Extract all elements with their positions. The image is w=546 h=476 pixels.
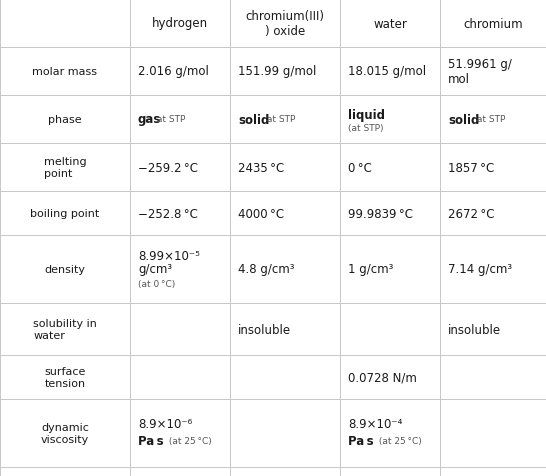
Bar bbox=[230, 0, 340, 48]
Text: at STP: at STP bbox=[474, 115, 506, 124]
Text: 7.14 g/cm³: 7.14 g/cm³ bbox=[448, 263, 512, 276]
Text: −259.2 °C: −259.2 °C bbox=[138, 161, 198, 174]
Bar bbox=[130, 303, 230, 355]
Text: chromium: chromium bbox=[463, 18, 523, 30]
Bar bbox=[230, 192, 340, 236]
Text: solubility in
water: solubility in water bbox=[33, 318, 97, 340]
Bar bbox=[440, 355, 546, 399]
Text: at STP: at STP bbox=[264, 115, 295, 124]
Bar bbox=[130, 0, 230, 48]
Text: melting
point: melting point bbox=[44, 157, 86, 178]
Bar bbox=[0, 236, 130, 303]
Text: −252.8 °C: −252.8 °C bbox=[138, 207, 198, 220]
Bar bbox=[130, 236, 230, 303]
Bar bbox=[440, 48, 546, 96]
Text: 1857 °C: 1857 °C bbox=[448, 161, 494, 174]
Text: (at 0 °C): (at 0 °C) bbox=[138, 279, 175, 288]
Bar bbox=[130, 48, 230, 96]
Text: dynamic
viscosity: dynamic viscosity bbox=[41, 422, 89, 444]
Text: liquid: liquid bbox=[348, 108, 385, 121]
Text: phase: phase bbox=[48, 115, 82, 125]
Text: surface
tension: surface tension bbox=[44, 367, 86, 388]
Bar bbox=[340, 399, 440, 467]
Bar bbox=[230, 236, 340, 303]
Bar bbox=[440, 0, 546, 48]
Text: 99.9839 °C: 99.9839 °C bbox=[348, 207, 413, 220]
Text: (at 25 °C): (at 25 °C) bbox=[376, 436, 422, 446]
Bar bbox=[340, 96, 440, 144]
Text: g/cm³: g/cm³ bbox=[138, 263, 172, 276]
Text: 0.0728 N/m: 0.0728 N/m bbox=[348, 371, 417, 384]
Bar bbox=[230, 355, 340, 399]
Bar bbox=[340, 0, 440, 48]
Bar bbox=[0, 0, 130, 48]
Text: density: density bbox=[45, 265, 86, 275]
Bar bbox=[440, 144, 546, 192]
Text: Pa s: Pa s bbox=[348, 435, 373, 447]
Bar bbox=[230, 399, 340, 467]
Bar bbox=[130, 96, 230, 144]
Bar bbox=[0, 399, 130, 467]
Bar bbox=[440, 192, 546, 236]
Bar bbox=[0, 48, 130, 96]
Text: (at STP): (at STP) bbox=[348, 123, 383, 132]
Bar bbox=[130, 355, 230, 399]
Text: insoluble: insoluble bbox=[238, 323, 291, 336]
Bar bbox=[230, 96, 340, 144]
Text: 2.016 g/mol: 2.016 g/mol bbox=[138, 65, 209, 79]
Bar bbox=[0, 192, 130, 236]
Text: at STP: at STP bbox=[153, 115, 185, 124]
Bar bbox=[340, 144, 440, 192]
Bar bbox=[230, 144, 340, 192]
Text: 2672 °C: 2672 °C bbox=[448, 207, 495, 220]
Text: solid: solid bbox=[238, 113, 269, 126]
Bar bbox=[0, 144, 130, 192]
Bar bbox=[340, 467, 440, 476]
Text: molar mass: molar mass bbox=[33, 67, 98, 77]
Bar bbox=[230, 48, 340, 96]
Bar bbox=[340, 192, 440, 236]
Text: 8.99×10⁻⁵: 8.99×10⁻⁵ bbox=[138, 249, 200, 262]
Bar bbox=[440, 303, 546, 355]
Bar bbox=[130, 399, 230, 467]
Text: 0 °C: 0 °C bbox=[348, 161, 372, 174]
Text: hydrogen: hydrogen bbox=[152, 18, 208, 30]
Bar bbox=[130, 144, 230, 192]
Bar bbox=[230, 467, 340, 476]
Text: solid: solid bbox=[448, 113, 479, 126]
Text: Pa s: Pa s bbox=[138, 435, 164, 447]
Bar bbox=[130, 467, 230, 476]
Text: 51.9961 g/
mol: 51.9961 g/ mol bbox=[448, 58, 512, 86]
Bar bbox=[0, 355, 130, 399]
Bar bbox=[440, 399, 546, 467]
Text: gas: gas bbox=[138, 113, 162, 126]
Text: boiling point: boiling point bbox=[31, 208, 99, 218]
Text: 8.9×10⁻⁶: 8.9×10⁻⁶ bbox=[138, 417, 192, 431]
Text: (at 25 °C): (at 25 °C) bbox=[166, 436, 212, 446]
Bar bbox=[340, 303, 440, 355]
Bar bbox=[440, 467, 546, 476]
Bar bbox=[340, 236, 440, 303]
Bar bbox=[0, 303, 130, 355]
Text: chromium(III)
) oxide: chromium(III) ) oxide bbox=[246, 10, 324, 38]
Text: 1 g/cm³: 1 g/cm³ bbox=[348, 263, 393, 276]
Text: 4000 °C: 4000 °C bbox=[238, 207, 284, 220]
Bar bbox=[230, 303, 340, 355]
Text: water: water bbox=[373, 18, 407, 30]
Bar bbox=[340, 355, 440, 399]
Text: 151.99 g/mol: 151.99 g/mol bbox=[238, 65, 316, 79]
Text: insoluble: insoluble bbox=[448, 323, 501, 336]
Bar bbox=[340, 48, 440, 96]
Bar bbox=[440, 96, 546, 144]
Bar bbox=[0, 467, 130, 476]
Text: 2435 °C: 2435 °C bbox=[238, 161, 284, 174]
Bar bbox=[130, 192, 230, 236]
Text: 18.015 g/mol: 18.015 g/mol bbox=[348, 65, 426, 79]
Bar bbox=[0, 96, 130, 144]
Text: 4.8 g/cm³: 4.8 g/cm³ bbox=[238, 263, 294, 276]
Text: 8.9×10⁻⁴: 8.9×10⁻⁴ bbox=[348, 417, 402, 431]
Bar bbox=[440, 236, 546, 303]
